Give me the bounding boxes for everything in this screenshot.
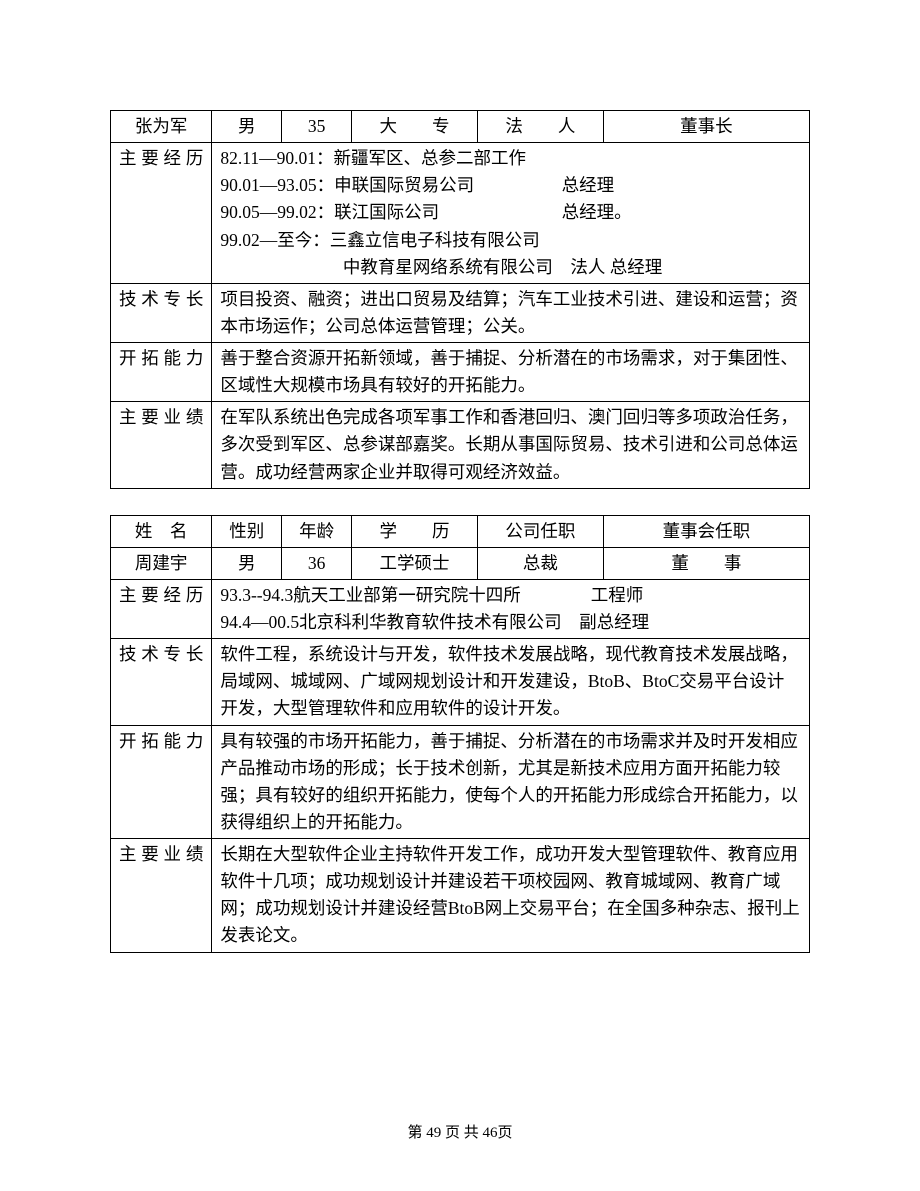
table-row: 技术专长 软件工程，系统设计与开发，软件技术发展战略，现代教育技术发展战略，局域… bbox=[111, 639, 810, 725]
experience-content: 93.3--94.3航天工业部第一研究院十四所 工程师 94.4—00.5北京科… bbox=[212, 579, 810, 638]
achievement-label: 主要业绩 bbox=[111, 839, 212, 953]
education-cell: 工学硕士 bbox=[352, 547, 478, 579]
table-row: 主要业绩 在军队系统出色完成各项军事工作和香港回归、澳门回归等多项政治任务，多次… bbox=[111, 402, 810, 488]
table-row: 周建宇 男 36 工学硕士 总裁 董 事 bbox=[111, 547, 810, 579]
education-cell: 大 专 bbox=[352, 111, 478, 143]
table-row: 主要业绩 长期在大型软件企业主持软件开发工作，成功开发大型管理软件、教育应用软件… bbox=[111, 839, 810, 953]
age-cell: 36 bbox=[282, 547, 352, 579]
capability-label: 开拓能力 bbox=[111, 725, 212, 839]
experience-line: 中教育星网络系统有限公司 法人 总经理 bbox=[220, 254, 801, 281]
experience-line: 94.4—00.5北京科利华教育软件技术有限公司 副总经理 bbox=[220, 609, 801, 636]
header-education: 学 历 bbox=[352, 515, 478, 547]
person-table-2: 姓 名 性别 年龄 学 历 公司任职 董事会任职 周建宇 男 36 工学硕士 总… bbox=[110, 515, 810, 953]
table-row: 技术专长 项目投资、融资；进出口贸易及结算；汽车工业技术引进、建设和运营；资本市… bbox=[111, 283, 810, 342]
name-cell: 张为军 bbox=[111, 111, 212, 143]
header-name: 姓 名 bbox=[111, 515, 212, 547]
experience-label: 主要经历 bbox=[111, 143, 212, 284]
expertise-content: 软件工程，系统设计与开发，软件技术发展战略，现代教育技术发展战略，局域网、城域网… bbox=[212, 639, 810, 725]
capability-label: 开拓能力 bbox=[111, 343, 212, 402]
expertise-content: 项目投资、融资；进出口贸易及结算；汽车工业技术引进、建设和运营；资本市场运作；公… bbox=[212, 283, 810, 342]
header-board-role: 董事会任职 bbox=[603, 515, 809, 547]
capability-content: 善于整合资源开拓新领域，善于捕捉、分析潜在的市场需求，对于集团性、区域性大规模市… bbox=[212, 343, 810, 402]
experience-line: 90.05—99.02：联江国际公司 总经理。 bbox=[220, 199, 801, 226]
table-row: 张为军 男 35 大 专 法 人 董事长 bbox=[111, 111, 810, 143]
company-role-cell: 法 人 bbox=[477, 111, 603, 143]
header-age: 年龄 bbox=[282, 515, 352, 547]
experience-label: 主要经历 bbox=[111, 579, 212, 638]
experience-line: 93.3--94.3航天工业部第一研究院十四所 工程师 bbox=[220, 582, 801, 609]
table-row: 主要经历 82.11—90.01：新疆军区、总参二部工作 90.01—93.05… bbox=[111, 143, 810, 284]
person-table-1: 张为军 男 35 大 专 法 人 董事长 主要经历 82.11—90.01：新疆… bbox=[110, 110, 810, 489]
achievement-content: 长期在大型软件企业主持软件开发工作，成功开发大型管理软件、教育应用软件十几项；成… bbox=[212, 839, 810, 953]
board-role-cell: 董事长 bbox=[603, 111, 809, 143]
achievement-content: 在军队系统出色完成各项军事工作和香港回归、澳门回归等多项政治任务，多次受到军区、… bbox=[212, 402, 810, 488]
experience-line: 90.01—93.05：申联国际贸易公司 总经理 bbox=[220, 172, 801, 199]
page-footer: 第 49 页 共 46页 bbox=[0, 1122, 920, 1145]
age-cell: 35 bbox=[282, 111, 352, 143]
expertise-label: 技术专长 bbox=[111, 283, 212, 342]
experience-line: 99.02—至今：三鑫立信电子科技有限公司 bbox=[220, 227, 801, 254]
header-company-role: 公司任职 bbox=[477, 515, 603, 547]
header-gender: 性别 bbox=[212, 515, 282, 547]
gender-cell: 男 bbox=[212, 547, 282, 579]
experience-content: 82.11—90.01：新疆军区、总参二部工作 90.01—93.05：申联国际… bbox=[212, 143, 810, 284]
expertise-label: 技术专长 bbox=[111, 639, 212, 725]
experience-line: 82.11—90.01：新疆军区、总参二部工作 bbox=[220, 145, 801, 172]
achievement-label: 主要业绩 bbox=[111, 402, 212, 488]
table-row: 开拓能力 善于整合资源开拓新领域，善于捕捉、分析潜在的市场需求，对于集团性、区域… bbox=[111, 343, 810, 402]
gender-cell: 男 bbox=[212, 111, 282, 143]
name-cell: 周建宇 bbox=[111, 547, 212, 579]
company-role-cell: 总裁 bbox=[477, 547, 603, 579]
board-role-cell: 董 事 bbox=[603, 547, 809, 579]
table-row: 开拓能力 具有较强的市场开拓能力，善于捕捉、分析潜在的市场需求并及时开发相应产品… bbox=[111, 725, 810, 839]
table-row: 主要经历 93.3--94.3航天工业部第一研究院十四所 工程师 94.4—00… bbox=[111, 579, 810, 638]
table-spacer bbox=[110, 489, 810, 515]
capability-content: 具有较强的市场开拓能力，善于捕捉、分析潜在的市场需求并及时开发相应产品推动市场的… bbox=[212, 725, 810, 839]
table-header-row: 姓 名 性别 年龄 学 历 公司任职 董事会任职 bbox=[111, 515, 810, 547]
